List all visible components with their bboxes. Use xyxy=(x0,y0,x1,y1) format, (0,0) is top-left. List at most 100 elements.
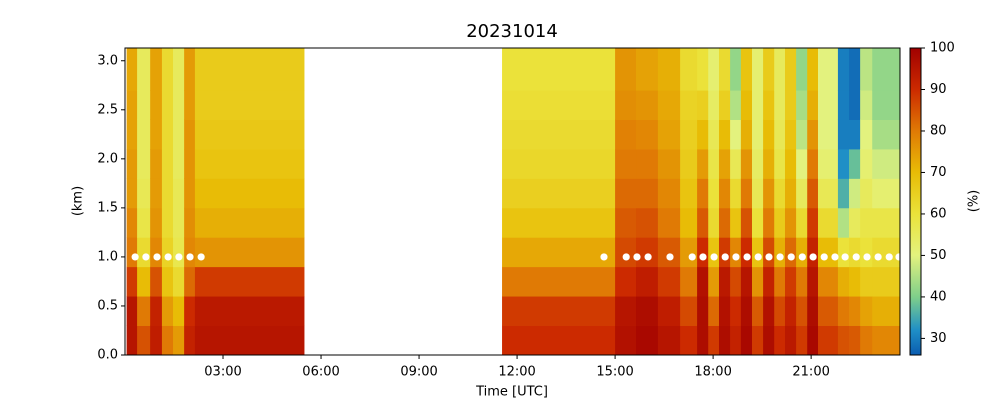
heatmap-cell xyxy=(730,325,742,356)
cloud-base-marker xyxy=(798,253,806,261)
heatmap-cell xyxy=(730,266,742,297)
heatmap-cell xyxy=(194,119,305,150)
heatmap-cell xyxy=(173,325,185,356)
heatmap-cell xyxy=(774,325,786,356)
cloud-base-marker xyxy=(765,253,773,261)
heatmap-cell xyxy=(502,178,616,209)
colorbar-tick-label: 100 xyxy=(930,41,955,56)
heatmap-cell xyxy=(697,325,709,356)
cloud-base-marker xyxy=(633,253,641,261)
heatmap-cell xyxy=(194,48,305,91)
heatmap-cell xyxy=(161,296,174,326)
heatmap-cell xyxy=(817,237,839,268)
heatmap-cell xyxy=(680,90,698,121)
heatmap-cell xyxy=(173,178,185,209)
heatmap-cell xyxy=(837,178,850,209)
heatmap-cell xyxy=(718,296,731,326)
cloud-base-marker xyxy=(710,253,718,261)
heatmap-cell xyxy=(751,296,764,326)
heatmap-cell xyxy=(849,119,861,150)
cloud-base-marker xyxy=(852,253,860,261)
heatmap-cell xyxy=(502,266,616,297)
heatmap-cell xyxy=(784,178,797,209)
colorbar xyxy=(909,47,922,356)
heatmap-cell xyxy=(615,266,637,297)
heatmap-cell xyxy=(718,207,731,238)
cloud-base-marker xyxy=(644,253,652,261)
heatmap-cell xyxy=(502,90,616,121)
heatmap-cell xyxy=(807,149,819,179)
heatmap-cell xyxy=(636,149,659,179)
heatmap-cell xyxy=(872,178,901,209)
heatmap-cell xyxy=(751,237,764,268)
heatmap-cell xyxy=(615,207,637,238)
heatmap-cell xyxy=(763,325,775,356)
x-tick-label: 09:00 xyxy=(400,365,437,380)
heatmap-cell xyxy=(817,90,839,121)
heatmap-cell xyxy=(680,266,698,297)
heatmap-cell xyxy=(774,266,786,297)
heatmap-cell xyxy=(751,119,764,150)
heatmap-cell xyxy=(657,266,681,297)
cloud-base-marker xyxy=(743,253,751,261)
cloud-base-marker xyxy=(841,253,849,261)
y-tick-label: 2.0 xyxy=(97,151,118,166)
cloud-base-marker xyxy=(688,253,696,261)
heatmap-cell xyxy=(126,237,138,268)
cloud-base-marker xyxy=(721,253,729,261)
heatmap-cell xyxy=(774,296,786,326)
heatmap-cell xyxy=(807,207,819,238)
colorbar-tick-label: 80 xyxy=(930,123,947,138)
heatmap-cell xyxy=(751,48,764,91)
heatmap-cell xyxy=(837,325,850,356)
cloud-base-marker xyxy=(175,253,183,261)
y-tick-label: 2.5 xyxy=(97,102,118,117)
heatmap-cell xyxy=(817,119,839,150)
heatmap-cell xyxy=(763,48,775,91)
heatmap-cell xyxy=(763,237,775,268)
heatmap-cell xyxy=(730,296,742,326)
x-tick-label: 21:00 xyxy=(792,365,829,380)
cloud-base-marker xyxy=(197,253,205,261)
heatmap-cell xyxy=(860,207,873,238)
heatmap-cell xyxy=(161,149,174,179)
heatmap-cell xyxy=(697,207,709,238)
heatmap-cell xyxy=(837,237,850,268)
heatmap-cell xyxy=(657,325,681,356)
heatmap-cell xyxy=(796,296,808,326)
heatmap-cell xyxy=(860,90,873,121)
heatmap-cell xyxy=(194,207,305,238)
heatmap-cell xyxy=(817,207,839,238)
heatmap-cell xyxy=(784,48,797,91)
heatmap-cell xyxy=(150,207,163,238)
heatmap-cell xyxy=(184,119,196,150)
heatmap-cell xyxy=(697,90,709,121)
heatmap-cell xyxy=(137,237,151,268)
heatmap-cell xyxy=(502,48,616,91)
heatmap-cell xyxy=(849,207,861,238)
x-axis-label: Time [UTC] xyxy=(475,385,548,400)
heatmap-cell xyxy=(615,296,637,326)
heatmap-cell xyxy=(718,149,731,179)
heatmap-cell xyxy=(126,90,138,121)
heatmap-cell xyxy=(636,119,659,150)
heatmap-cell xyxy=(763,119,775,150)
heatmap-cell xyxy=(184,48,196,91)
heatmap-cell xyxy=(615,48,637,91)
x-tick-label: 15:00 xyxy=(596,365,633,380)
heatmap-cell xyxy=(680,325,698,356)
heatmap-cell xyxy=(708,90,720,121)
heatmap-cell xyxy=(872,325,901,356)
heatmap-cell xyxy=(796,48,808,91)
heatmap-cell xyxy=(137,119,151,150)
y-tick-label: 0.0 xyxy=(97,348,118,363)
heatmap-cell xyxy=(194,178,305,209)
cloud-base-marker xyxy=(666,253,674,261)
heatmap-cell xyxy=(502,296,616,326)
heatmap-cell xyxy=(657,296,681,326)
heatmap-cell xyxy=(774,149,786,179)
heatmap-cell xyxy=(807,178,819,209)
heatmap-cell xyxy=(657,207,681,238)
heatmap-cell xyxy=(872,237,901,268)
heatmap-cell xyxy=(161,178,174,209)
